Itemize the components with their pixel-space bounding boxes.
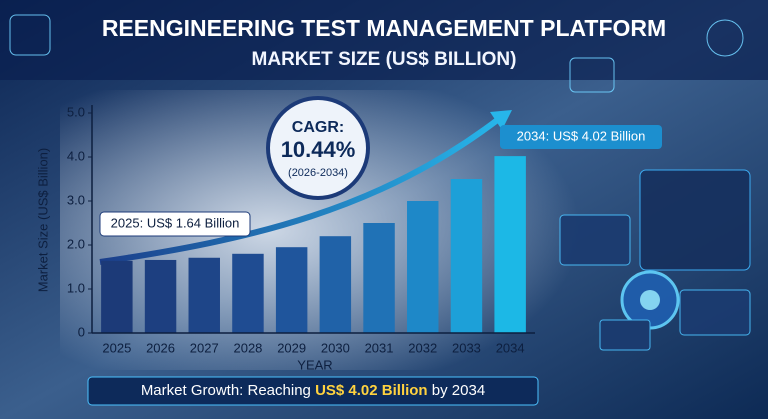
x-tick-label: 2026 bbox=[146, 340, 175, 355]
bar bbox=[407, 201, 439, 333]
y-tick-label: 0 bbox=[78, 324, 85, 339]
bar bbox=[101, 260, 133, 333]
x-tick-label: 2030 bbox=[321, 340, 350, 355]
start-callout: 2025: US$ 1.64 Billion bbox=[111, 215, 240, 230]
end-callout: 2034: US$ 4.02 Billion bbox=[517, 128, 646, 143]
y-tick-label: 5.0 bbox=[67, 104, 85, 119]
x-tick-label: 2031 bbox=[365, 340, 394, 355]
footer-text: Market Growth: Reaching US$ 4.02 Billion… bbox=[141, 382, 485, 399]
bar bbox=[144, 259, 177, 333]
footer-banner bbox=[87, 376, 539, 406]
x-tick-label: 2033 bbox=[452, 340, 481, 355]
bar bbox=[319, 236, 352, 333]
trend-arrow-head bbox=[490, 110, 512, 130]
x-tick-label: 2034 bbox=[496, 340, 525, 355]
header-band bbox=[0, 0, 768, 80]
trend-arrow bbox=[99, 115, 502, 265]
chart-subtitle: MARKET SIZE (US$ BILLION) bbox=[252, 49, 517, 70]
y-tick-label: 2.0 bbox=[67, 236, 85, 251]
cagr-value: 10.44% bbox=[281, 137, 356, 162]
footer-suffix: by 2034 bbox=[432, 382, 485, 399]
x-tick-label: 2028 bbox=[233, 340, 262, 355]
footer-prefix: Market Growth: Reaching bbox=[141, 382, 311, 399]
bar bbox=[188, 257, 220, 333]
cagr-badge bbox=[266, 96, 370, 200]
bar bbox=[232, 253, 264, 333]
illustration bbox=[9, 14, 751, 351]
x-tick-label: 2029 bbox=[277, 340, 306, 355]
bar bbox=[363, 223, 395, 333]
x-tick-label: 2025 bbox=[102, 340, 131, 355]
bar bbox=[275, 247, 308, 333]
start-callout-box bbox=[99, 211, 251, 237]
x-tick-label: 2032 bbox=[408, 340, 437, 355]
y-axis-label: Market Size (US$ Billion) bbox=[35, 148, 50, 293]
y-tick-label: 3.0 bbox=[67, 192, 85, 207]
chart-title: REENGINEERING TEST MANAGEMENT PLATFORM bbox=[102, 15, 666, 41]
bar bbox=[494, 156, 526, 333]
cagr-label: CAGR: bbox=[292, 119, 344, 136]
y-tick-label: 4.0 bbox=[67, 148, 85, 163]
cagr-period: (2026-2034) bbox=[288, 167, 348, 179]
x-tick-label: 2027 bbox=[190, 340, 219, 355]
footer-highlight: US$ 4.02 Billion bbox=[315, 382, 428, 399]
y-tick-label: 1.0 bbox=[67, 280, 85, 295]
bar bbox=[450, 179, 483, 333]
x-axis-label: YEAR bbox=[297, 357, 332, 372]
end-callout-box bbox=[500, 125, 662, 149]
